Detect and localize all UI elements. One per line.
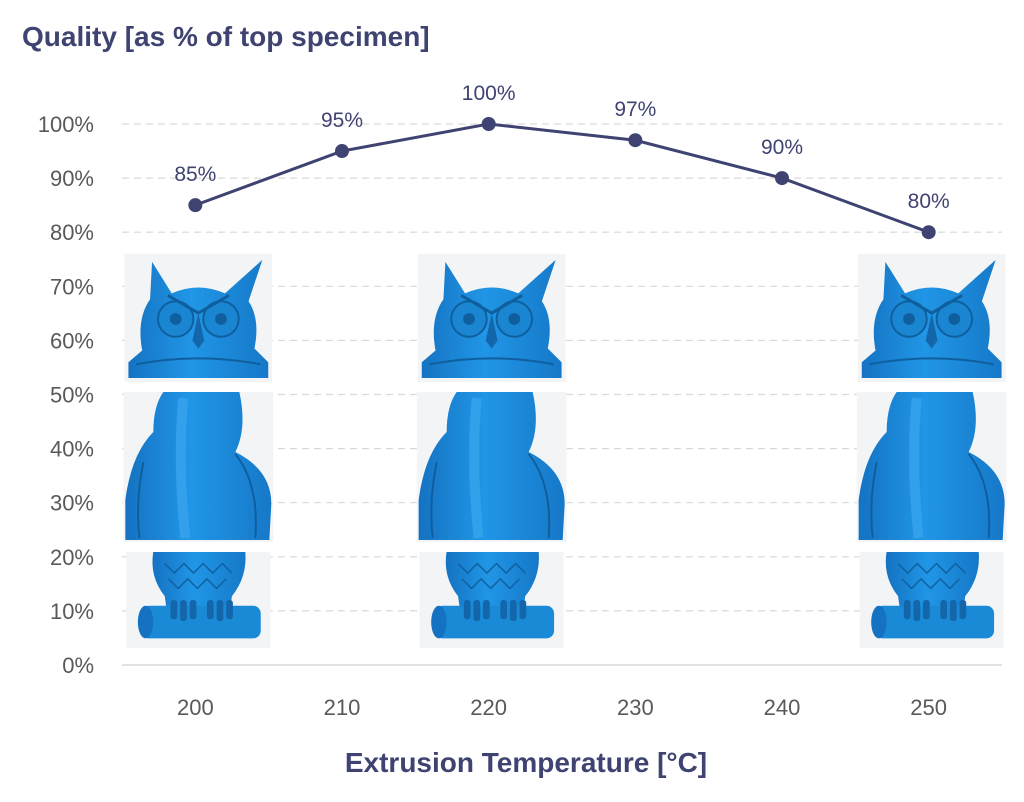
y-axis-ticks: 0% 10% 20% 30% 40% 50% 60% 70% 80% 90% 100% (38, 112, 94, 678)
owl-feet-image (418, 552, 565, 648)
data-label: 95% (321, 109, 363, 132)
owl-specimen-photo (856, 254, 1007, 648)
x-tick-label: 200 (177, 695, 214, 720)
data-label: 90% (761, 136, 803, 159)
owl-specimen-photo (416, 254, 567, 648)
owl-head-image (123, 254, 274, 382)
x-axis-ticks: 200 210 220 230 240 250 (177, 695, 947, 720)
data-points (188, 117, 936, 240)
data-label: 85% (174, 163, 216, 186)
owl-head-image (416, 254, 567, 382)
y-tick-label: 50% (50, 383, 94, 408)
owl-head-image (856, 254, 1007, 382)
y-tick-label: 40% (50, 437, 94, 462)
data-point (628, 133, 643, 148)
data-label: 100% (462, 82, 516, 105)
x-tick-label: 230 (617, 695, 654, 720)
x-tick-label: 250 (910, 695, 947, 720)
data-label: 97% (614, 98, 656, 121)
y-tick-label: 10% (50, 599, 94, 624)
data-point (188, 198, 203, 213)
data-point (335, 144, 349, 159)
y-tick-label: 100% (38, 112, 94, 137)
x-axis-title: Extrusion Temperature [°C] (345, 747, 707, 778)
series-line (194, 122, 930, 234)
y-tick-label: 30% (50, 491, 94, 516)
y-tick-label: 70% (50, 274, 94, 299)
y-tick-label: 80% (50, 220, 94, 245)
owl-specimen-photo (123, 254, 274, 648)
owl-feet-image (125, 552, 272, 648)
y-tick-label: 60% (50, 328, 94, 353)
x-tick-label: 240 (764, 695, 801, 720)
data-label: 80% (908, 190, 950, 213)
data-point (775, 171, 789, 186)
owl-feet-image (858, 552, 1005, 648)
x-tick-label: 220 (470, 695, 507, 720)
chart-title: Quality [as % of top specimen] (22, 21, 430, 52)
y-tick-label: 0% (62, 653, 94, 678)
data-point (921, 225, 936, 240)
y-tick-label: 20% (50, 545, 94, 570)
owl-body-image (417, 392, 567, 542)
y-tick-label: 90% (50, 166, 94, 191)
data-point (481, 117, 496, 131)
owl-body-image (857, 392, 1007, 542)
owl-body-image (123, 392, 273, 542)
data-labels: 85% 95% 100% 97% 90% 80% (174, 82, 949, 213)
x-tick-label: 210 (324, 695, 361, 720)
specimen-photos (123, 254, 1007, 648)
